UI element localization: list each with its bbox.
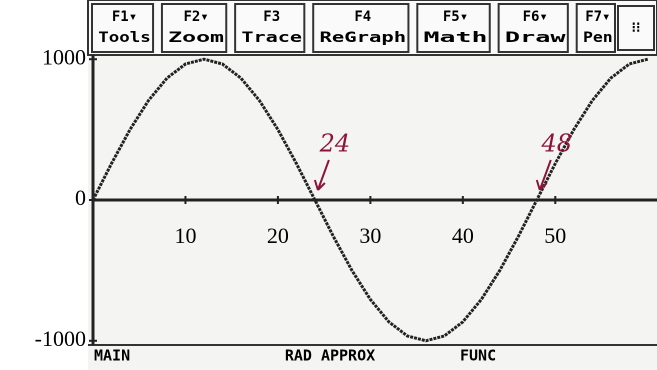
button-label: Math bbox=[424, 30, 488, 46]
button-key: F3 bbox=[263, 9, 280, 25]
button-key: F6▾ bbox=[523, 9, 548, 25]
button-key: F5▾ bbox=[443, 9, 468, 25]
x-tick-label: 20 bbox=[267, 223, 289, 248]
button-label: Pen bbox=[583, 30, 613, 46]
x-tick-label: 30 bbox=[359, 223, 381, 248]
annotation: 24 bbox=[319, 130, 351, 158]
x-tick-label: 50 bbox=[544, 223, 566, 248]
y-tick-label: 0 bbox=[75, 185, 86, 210]
button-label: ReGraph bbox=[319, 30, 406, 46]
x-tick-label: 10 bbox=[174, 223, 196, 248]
button-key: F4 bbox=[354, 9, 371, 25]
y-tick-label: -1000 bbox=[35, 326, 86, 351]
status-graph: FUNC bbox=[460, 347, 496, 365]
status-mode: MAIN bbox=[94, 347, 130, 365]
button-label: Draw bbox=[505, 30, 567, 46]
button-key: F7▾ bbox=[585, 9, 610, 25]
screen: MAIN RAD APPROX FUNC ⁝⁝ F1▾ Tools F2▾ Zoom F… bbox=[0, 0, 657, 370]
menu-glyph: ⁝⁝ bbox=[632, 20, 641, 36]
button-label: Trace bbox=[241, 30, 302, 46]
y-tick-label: 1000 bbox=[42, 44, 86, 69]
menu-icon: ⁝⁝ bbox=[618, 6, 654, 50]
button-key: F2▾ bbox=[183, 9, 208, 25]
button-label: Tools bbox=[98, 30, 151, 46]
status-angle: RAD APPROX bbox=[285, 347, 375, 365]
annotation: 48 bbox=[541, 130, 573, 158]
x-tick-label: 40 bbox=[452, 223, 474, 248]
button-label: Zoom bbox=[168, 30, 224, 46]
button-key: F1▾ bbox=[112, 9, 137, 25]
